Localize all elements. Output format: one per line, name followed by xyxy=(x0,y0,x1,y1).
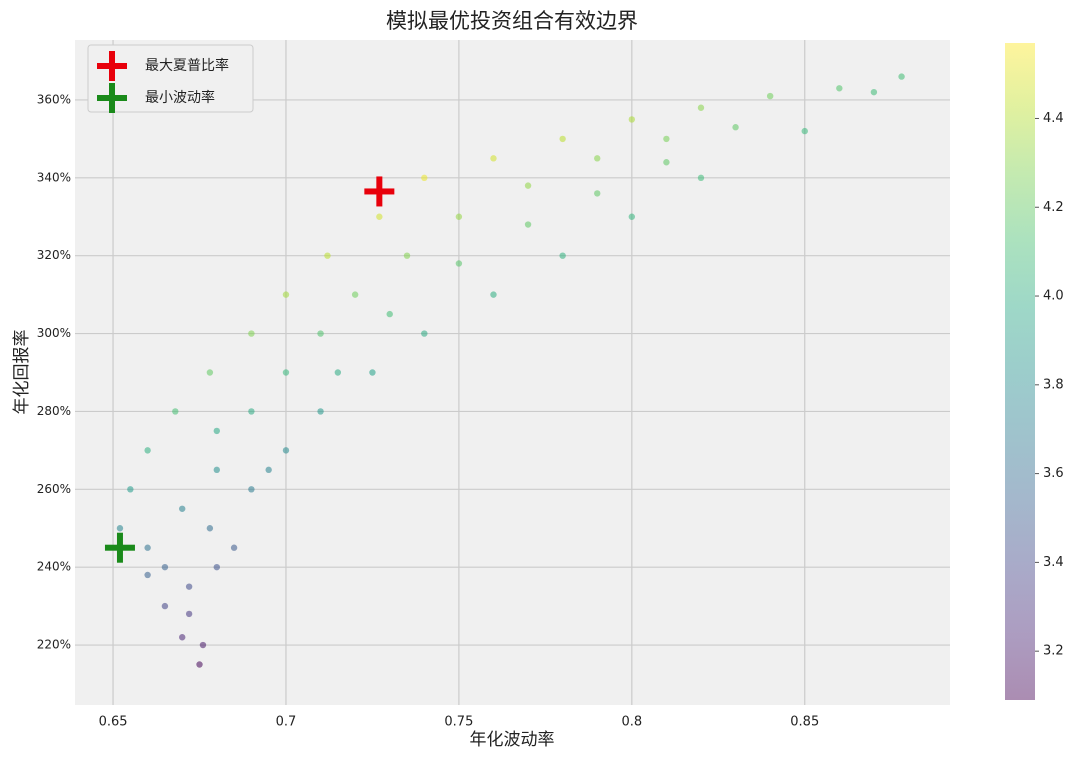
scatter-point xyxy=(179,634,186,641)
scatter-point xyxy=(213,563,220,571)
scatter-point xyxy=(116,525,124,532)
scatter-point xyxy=(697,104,705,111)
marker-bar xyxy=(116,532,123,563)
scatter-point xyxy=(594,190,601,197)
scatter-point xyxy=(663,159,670,166)
chart-title: 模拟最优投资组合有效边界 xyxy=(386,9,638,33)
scatter-point xyxy=(386,310,393,318)
scatter-point xyxy=(490,291,497,298)
scatter-point xyxy=(663,135,670,143)
scatter-point xyxy=(144,544,151,551)
marker xyxy=(364,176,395,207)
legend-label: 最小波动率 xyxy=(145,89,215,106)
legend-swatch-bar xyxy=(109,51,115,81)
scatter-point xyxy=(317,408,324,415)
scatter-point xyxy=(403,252,411,259)
y-tick-label: 260% xyxy=(37,482,71,496)
legend-box xyxy=(87,44,254,113)
scatter-point xyxy=(524,182,532,189)
scatter-point xyxy=(265,466,272,474)
scatter-point xyxy=(282,291,290,298)
scatter-point xyxy=(144,447,151,454)
legend-label: 最大夏普比率 xyxy=(145,57,229,74)
scatter-point xyxy=(490,155,497,162)
y-tick-label: 300% xyxy=(37,326,71,340)
scatter-point xyxy=(213,466,220,474)
legend-swatch xyxy=(97,83,127,113)
colorbar-tick-label: 4.4 xyxy=(1043,111,1064,126)
legend-swatch-shape xyxy=(97,83,127,113)
scatter-point xyxy=(697,174,705,182)
scatter-point xyxy=(898,73,905,80)
scatter-point xyxy=(248,408,255,415)
scatter-point xyxy=(206,369,214,376)
scatter-point xyxy=(185,610,193,618)
scatter-point xyxy=(199,641,207,649)
colorbar-tick-label: 4.2 xyxy=(1043,200,1064,215)
scatter-point xyxy=(369,369,376,376)
scatter-point xyxy=(455,213,463,220)
scatter-point xyxy=(196,661,203,668)
x-tick-label: 0.7 xyxy=(276,715,297,730)
scatter-point xyxy=(455,260,463,267)
scatter-point xyxy=(376,213,383,220)
x-tick-label: 0.85 xyxy=(790,715,819,730)
x-tick-label: 0.75 xyxy=(444,715,473,730)
legend-swatch xyxy=(97,51,127,81)
colorbar xyxy=(1005,43,1035,700)
scatter-point xyxy=(732,124,739,131)
x-tick-label: 0.65 xyxy=(99,715,128,730)
scatter-point xyxy=(213,427,220,435)
scatter-point xyxy=(870,88,878,96)
scatter-point xyxy=(206,525,214,532)
legend-swatch-shape xyxy=(97,51,127,81)
scatter-point xyxy=(836,85,843,92)
scatter-point xyxy=(185,583,193,590)
scatter-point xyxy=(248,486,255,493)
marker xyxy=(104,532,135,563)
scatter-point xyxy=(230,544,238,551)
scatter-point xyxy=(282,369,290,376)
scatter-point xyxy=(421,330,428,337)
scatter-point xyxy=(248,330,255,337)
y-tick-label: 320% xyxy=(37,248,71,262)
y-tick-label: 240% xyxy=(37,560,71,574)
colorbar-tick-label: 3.8 xyxy=(1043,377,1064,392)
y-tick-label: 280% xyxy=(37,404,71,418)
x-tick-label: 0.8 xyxy=(621,715,642,730)
plot-area xyxy=(75,40,950,705)
scatter-point xyxy=(594,155,601,162)
scatter-point xyxy=(179,505,186,512)
scatter-point xyxy=(559,135,566,143)
legend-swatch-bar xyxy=(109,83,115,113)
scatter-point xyxy=(161,563,169,571)
colorbar-tick-label: 3.6 xyxy=(1043,466,1064,481)
y-tick-label: 220% xyxy=(37,638,71,652)
x-axis-label: 年化波动率 xyxy=(470,730,555,750)
scatter-point xyxy=(161,602,169,610)
marker-bar xyxy=(376,176,383,207)
scatter-point xyxy=(172,408,179,415)
scatter-point xyxy=(127,486,134,493)
scatter-point xyxy=(421,174,428,182)
scatter-point xyxy=(766,92,774,100)
scatter-point xyxy=(334,369,342,376)
colorbar-tick-label: 4.0 xyxy=(1043,289,1064,304)
y-tick-label: 360% xyxy=(37,92,71,106)
scatter-point xyxy=(628,213,636,220)
scatter-point xyxy=(282,447,290,454)
colorbar-tick-label: 3.2 xyxy=(1043,644,1064,659)
y-tick-label: 340% xyxy=(37,170,71,184)
colorbar-tick-label: 3.4 xyxy=(1043,555,1064,570)
y-axis-label: 年化回报率 xyxy=(12,330,32,415)
scatter-point xyxy=(524,221,532,228)
scatter-point xyxy=(559,252,566,259)
scatter-point xyxy=(801,127,808,135)
scatter-point xyxy=(628,116,636,123)
scatter-point xyxy=(144,571,151,579)
scatter-point xyxy=(317,330,324,337)
scatter-point xyxy=(324,252,331,259)
scatter-point xyxy=(351,291,359,298)
